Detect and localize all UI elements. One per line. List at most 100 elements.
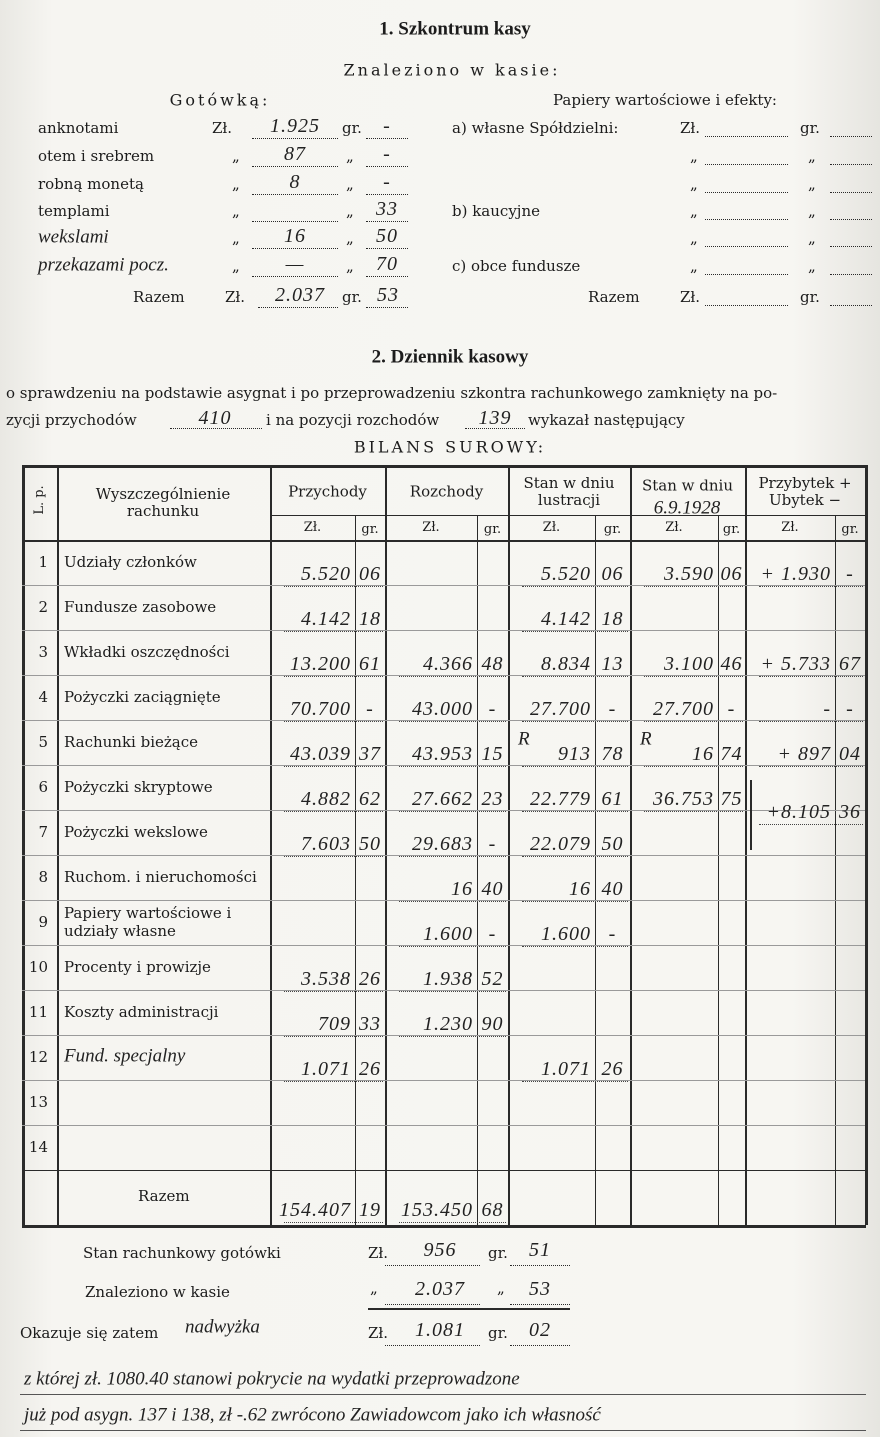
amount-line — [366, 248, 408, 249]
subheader-gr: gr. — [361, 522, 379, 538]
cell-gr: 04 — [839, 743, 861, 765]
amount-line — [830, 164, 872, 165]
cash-gr: 70 — [376, 253, 398, 275]
column-line — [595, 515, 596, 1225]
amount-line — [522, 856, 628, 857]
amount-line — [284, 991, 383, 992]
note-line: z której zł. 1080.40 stanowi pokrycie na… — [24, 1368, 520, 1390]
row-number: 12 — [28, 1048, 48, 1066]
amount-line — [399, 991, 506, 992]
header-column: Rozchody — [409, 482, 484, 501]
cash-gr: - — [383, 115, 391, 137]
cash-label: przekazami pocz. — [38, 254, 169, 276]
amount-line — [522, 946, 628, 947]
cash-zl: 8 — [289, 171, 301, 193]
amount-line — [705, 192, 788, 193]
cash-zl: 1.925 — [270, 115, 320, 137]
amount-line — [258, 307, 338, 308]
row-number: 7 — [38, 823, 48, 841]
cell-zl: 8.834 — [541, 653, 591, 675]
cell-gr: 26 — [359, 1058, 381, 1080]
summary-gr: 02 — [529, 1319, 551, 1341]
header-column: Przychody — [288, 482, 367, 501]
amount-line — [510, 1265, 570, 1266]
currency-zl: Zł. — [368, 1324, 389, 1342]
cell-zl: 153.450 — [401, 1199, 473, 1221]
cell-gr: 06 — [601, 563, 624, 585]
ditto-mark: „ — [808, 257, 816, 275]
cell-gr: 40 — [601, 878, 624, 900]
cell-zl: 70.700 — [290, 698, 351, 720]
summary-label: Stan rachunkowy gotówki — [83, 1244, 281, 1262]
cell-gr: 61 — [359, 653, 381, 675]
cell-gr: 61 — [601, 788, 624, 810]
cell-zl: 16 — [451, 878, 473, 900]
amount-line — [399, 676, 506, 677]
amount-line — [284, 766, 383, 767]
cell-zl: 27.700 — [530, 698, 591, 720]
cell-zl: + 5.733 — [760, 653, 831, 675]
row-number: 2 — [38, 598, 48, 616]
amount-line — [830, 274, 872, 275]
note-underline — [20, 1430, 866, 1431]
amount-line — [759, 766, 863, 767]
cell-zl: 27.662 — [412, 788, 473, 810]
cell-gr: - — [846, 563, 854, 585]
cell-zl: 16 — [569, 878, 591, 900]
cell-gr: - — [366, 698, 374, 720]
amount-line — [284, 856, 383, 857]
cell-zl: 3.538 — [301, 968, 351, 990]
brace-line — [750, 780, 752, 850]
amount-line — [368, 1308, 570, 1310]
header-line — [22, 540, 865, 542]
cell-zl: 36.753 — [653, 788, 714, 810]
cell-gr: 46 — [720, 653, 743, 675]
securities-label: a) własne Spółdzielni: — [452, 119, 619, 137]
column-line — [630, 465, 632, 1225]
row-line — [22, 765, 865, 766]
amount-line — [366, 194, 408, 195]
ditto-mark: „ — [232, 202, 240, 220]
amount-line — [522, 811, 628, 812]
cell-mark: R — [518, 728, 530, 750]
cell-gr: 13 — [601, 653, 624, 675]
currency-zl: Zł. — [225, 288, 246, 306]
header-column: Przybytek + Ubytek − — [758, 473, 852, 509]
currency-gr: gr. — [342, 119, 362, 137]
subheader-zl: Zł. — [665, 520, 683, 536]
table-border — [22, 1225, 866, 1228]
summary-zl: 2.037 — [415, 1278, 465, 1300]
row-label: Pożyczki skryptowe — [64, 778, 213, 796]
ditto-mark: „ — [690, 257, 698, 275]
securities-label: c) obce fundusze — [452, 257, 581, 275]
ditto-mark: „ — [232, 147, 240, 165]
cash-gr: - — [383, 171, 391, 193]
cell-zl: 3.100 — [664, 653, 714, 675]
row-label: Papiery wartościowe i udziały własne — [64, 904, 232, 940]
cell-gr: 50 — [359, 833, 381, 855]
cell-gr: 75 — [720, 788, 743, 810]
note-line: już pod asygn. 137 i 138, zł -.62 zwróco… — [24, 1404, 601, 1426]
row-number: 10 — [28, 958, 48, 976]
cell-gr: 23 — [481, 788, 504, 810]
amount-line — [399, 811, 506, 812]
ditto-mark: „ — [370, 1279, 378, 1297]
ditto-mark: „ — [690, 202, 698, 220]
row-line — [22, 1125, 865, 1126]
cell-gr: 67 — [839, 653, 861, 675]
column-line — [835, 515, 836, 1225]
cash-gr: 50 — [376, 225, 398, 247]
cell-gr: - — [488, 833, 497, 855]
cell-gr: - — [727, 698, 736, 720]
paragraph-text: wykazał następujący — [528, 411, 685, 429]
ditto-mark: „ — [690, 175, 698, 193]
cell-zl: 22.079 — [530, 833, 591, 855]
cell-gr: 18 — [601, 608, 624, 630]
row-line — [22, 855, 865, 856]
amount-line — [759, 676, 863, 677]
cell-zl: 43.953 — [412, 743, 473, 765]
cell-gr: - — [608, 698, 617, 720]
cell-zl: 22.779 — [530, 788, 591, 810]
cell-gr: 62 — [359, 788, 381, 810]
amount-line — [644, 676, 743, 677]
